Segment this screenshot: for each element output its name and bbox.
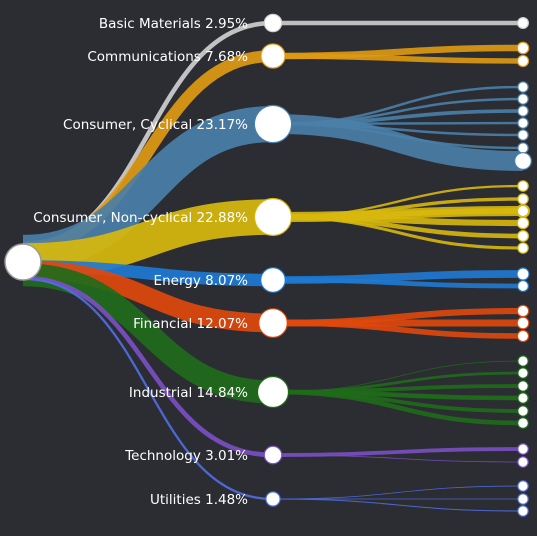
sector-node[interactable]: [263, 445, 283, 465]
sector-labels: Basic Materials 2.95% Communications 7.68…: [33, 16, 248, 508]
leaf-node[interactable]: [517, 17, 529, 29]
leaf-node[interactable]: [516, 230, 529, 243]
leaf-link: [272, 114, 524, 171]
leaf-node[interactable]: [517, 105, 529, 117]
leaf-link: [272, 447, 524, 457]
leaf-node[interactable]: [517, 129, 529, 141]
sector-node[interactable]: [265, 491, 281, 507]
sector-links: [22, 20, 274, 501]
root-node[interactable]: [4, 243, 42, 281]
leaf-node[interactable]: [516, 216, 530, 230]
leaf-node[interactable]: [517, 367, 529, 379]
leaf-link: [272, 454, 524, 463]
leaf-node[interactable]: [517, 193, 529, 205]
sector-link: [22, 199, 274, 279]
root: [4, 243, 42, 281]
leaf-link: [272, 485, 524, 500]
leaf-link: [272, 277, 524, 289]
leaf-node[interactable]: [517, 117, 529, 129]
leaf-node[interactable]: [516, 304, 530, 318]
sector-node[interactable]: [260, 43, 286, 69]
leaf-node[interactable]: [516, 279, 530, 293]
sector-label: Technology 3.01%: [124, 448, 248, 464]
leaf-node[interactable]: [516, 316, 530, 330]
leaf-node[interactable]: [517, 242, 529, 254]
leaf-node[interactable]: [517, 392, 529, 404]
leaf-node[interactable]: [517, 405, 529, 417]
sector-link: [22, 277, 274, 501]
leaf-link: [272, 53, 524, 64]
leaf-node[interactable]: [517, 355, 529, 367]
leaf-node[interactable]: [516, 41, 530, 55]
leaf-node[interactable]: [516, 54, 530, 68]
sector-label: Communications 7.68%: [87, 49, 248, 65]
sector-node[interactable]: [256, 375, 290, 409]
sector-node[interactable]: [253, 104, 293, 144]
leaf-node[interactable]: [516, 329, 530, 343]
leaf-node[interactable]: [514, 152, 532, 170]
leaf-node[interactable]: [517, 380, 529, 392]
leaf-node[interactable]: [516, 204, 530, 218]
sector-label: Energy 8.07%: [154, 273, 249, 289]
sector-node[interactable]: [263, 13, 283, 33]
leaf-node[interactable]: [517, 456, 529, 468]
leaf-node[interactable]: [517, 180, 529, 192]
leaf-link: [272, 390, 524, 400]
leaf-node[interactable]: [517, 443, 529, 455]
sector-label: Consumer, Non-cyclical 22.88%: [33, 210, 248, 226]
leaf-node[interactable]: [517, 93, 529, 105]
leaf-links: [272, 20, 524, 512]
leaf-node[interactable]: [517, 142, 529, 154]
sector-label: Financial 12.07%: [133, 316, 248, 332]
leaf-link: [272, 498, 524, 512]
sector-node[interactable]: [253, 197, 293, 237]
sector-link: [22, 275, 274, 458]
sector-node[interactable]: [258, 308, 288, 338]
leaf-node[interactable]: [517, 480, 529, 492]
sector-nodes: [253, 13, 293, 507]
sector-label: Consumer, Cyclical 23.17%: [63, 117, 248, 133]
leaf-link: [272, 208, 524, 220]
sector-label: Basic Materials 2.95%: [99, 16, 248, 32]
sector-label: Industrial 14.84%: [129, 385, 248, 401]
sector-label: Utilities 1.48%: [150, 492, 248, 508]
sector-node[interactable]: [260, 267, 286, 293]
leaf-link: [272, 320, 524, 339]
leaf-node[interactable]: [516, 267, 530, 281]
leaf-node[interactable]: [517, 505, 529, 517]
leaf-node[interactable]: [516, 417, 529, 430]
sector-link: [22, 263, 274, 404]
leaf-nodes: [514, 17, 532, 517]
leaf-node[interactable]: [517, 493, 529, 505]
leaf-node[interactable]: [517, 81, 529, 93]
